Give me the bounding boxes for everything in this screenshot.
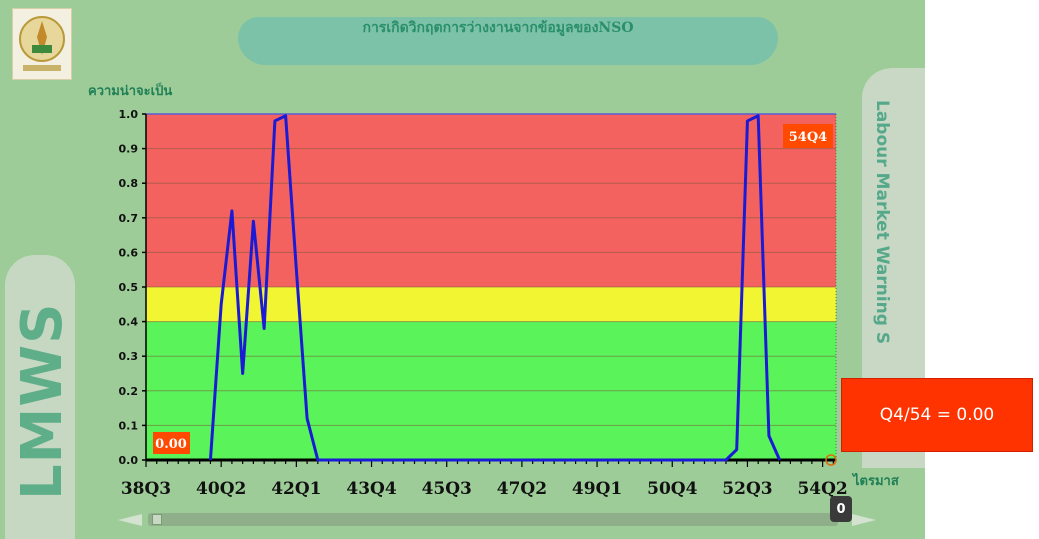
scrollbar-thumb[interactable]	[152, 514, 162, 525]
x-tick-label: 38Q3	[121, 479, 171, 499]
x-axis-label: ไตรมาส	[853, 474, 899, 489]
side-tab-left	[5, 255, 75, 539]
scroll-left-arrow-icon[interactable]	[118, 514, 142, 526]
series-line	[208, 114, 782, 462]
y-tick-label: 0.1	[119, 419, 139, 432]
x-tick-label: 42Q1	[271, 479, 321, 499]
x-tick-label: 45Q3	[422, 479, 472, 499]
y-tick-label: 0.3	[119, 350, 139, 363]
y-tick-label: 0.5	[119, 281, 139, 294]
y-tick-label: 0.7	[119, 212, 139, 225]
first-value-box	[153, 432, 190, 454]
y-tick-label: 0.6	[119, 246, 139, 259]
y-tick-label: 1.0	[119, 108, 139, 121]
scroll-badge: 0	[830, 496, 852, 522]
side-title-right: Labour Market Warning S	[872, 100, 892, 345]
first-value-label: 0.00	[155, 437, 187, 452]
scroll-right-arrow-icon[interactable]	[852, 514, 876, 526]
value-tooltip: Q4/54 = 0.00	[841, 378, 1033, 452]
scrollbar-track[interactable]	[148, 513, 838, 526]
x-tick-label: 43Q4	[346, 479, 396, 499]
x-tick-label: 54Q2	[797, 479, 847, 499]
y-tick-label: 0.4	[119, 316, 139, 329]
y-tick-label: 0.0	[119, 454, 139, 467]
x-tick-label: 49Q1	[572, 479, 622, 499]
y-tick-label: 0.2	[119, 385, 139, 398]
band-0	[146, 114, 836, 287]
x-tick-label: 50Q4	[647, 479, 697, 499]
x-tick-label: 52Q3	[722, 479, 772, 499]
title-tab	[238, 17, 778, 65]
y-axis-label: ความน่าจะเป็น	[88, 84, 173, 99]
emblem-logo	[12, 8, 72, 80]
last-quarter-box	[783, 124, 833, 148]
x-tick-label: 47Q2	[497, 479, 547, 499]
chart-title: การเกิดวิกฤตการว่างงานจากข้อมูลของNSO	[362, 20, 634, 36]
x-tick-label: 40Q2	[196, 479, 246, 499]
current-point-marker	[825, 454, 837, 466]
y-tick-label: 0.9	[119, 143, 139, 156]
last-quarter-label: 54Q4	[789, 130, 827, 145]
line-chart: 0.0 0.1 0.2 0.3 0.4 0.5 0.6 0.7 0.8 0.9 1.0 38Q3 40Q…	[119, 108, 848, 499]
y-tick-label: 0.8	[119, 177, 139, 190]
